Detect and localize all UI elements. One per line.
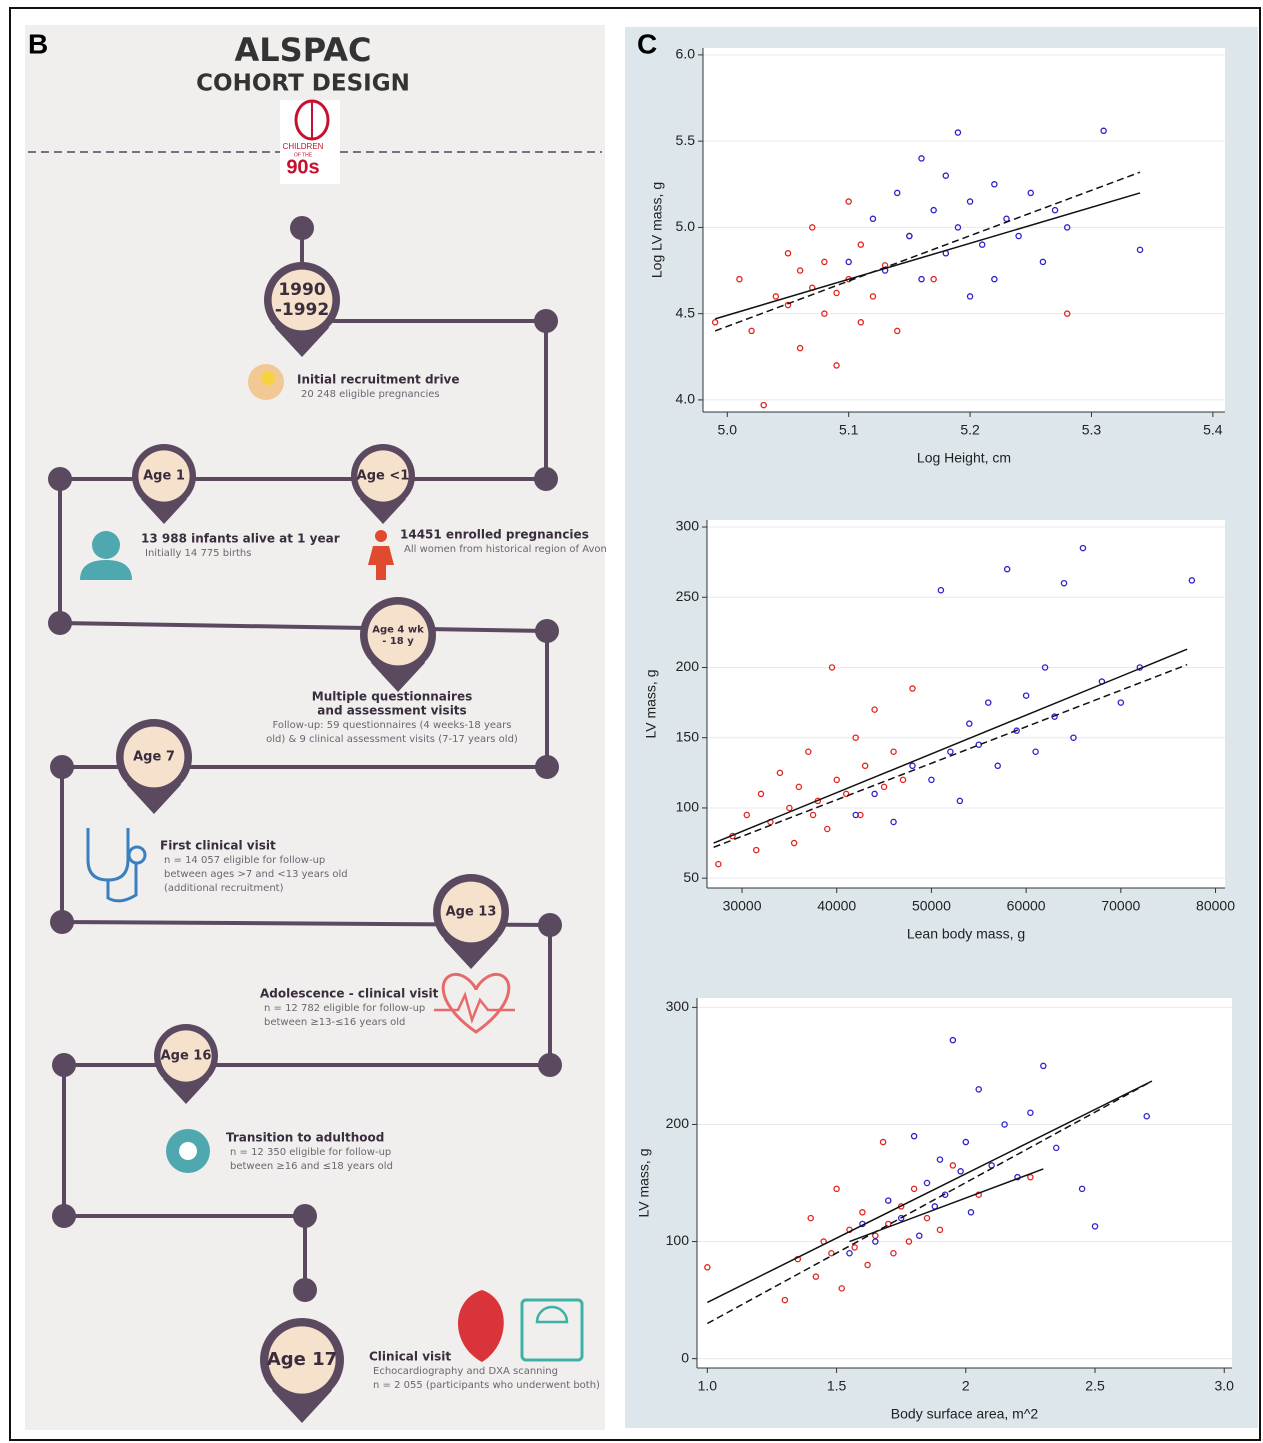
- y-tick-label: 100: [666, 1232, 690, 1248]
- x-axis-label: Log Height, cm: [917, 450, 1011, 466]
- infographic-title: ALSPAC: [235, 31, 372, 69]
- stage-detail: Follow-up: 59 questionnaires (4 weeks-18…: [273, 720, 512, 731]
- logo-text: 90s: [286, 156, 319, 178]
- x-tick-label: 5.0: [718, 422, 738, 438]
- stage-heading: Clinical visit: [369, 1350, 451, 1364]
- y-tick-label: 200: [676, 658, 700, 674]
- stage-heading: 14451 enrolled pregnancies: [400, 528, 589, 542]
- stage-detail: between ≥13-≤16 years old: [264, 1017, 405, 1028]
- x-tick-label: 5.4: [1203, 422, 1223, 438]
- x-tick-label: 1.0: [698, 1378, 718, 1394]
- stage-detail: n = 12 782 eligible for follow-up: [264, 1003, 425, 1014]
- stage-detail: n = 14 057 eligible for follow-up: [164, 855, 325, 866]
- x-tick-label: 60000: [1007, 898, 1046, 914]
- pin-label: Age 4 wk: [372, 624, 424, 635]
- x-tick-label: 30000: [723, 898, 762, 914]
- y-axis-label: Log LV mass, g: [649, 182, 665, 278]
- logo-text: CHILDREN: [283, 142, 324, 151]
- x-tick-label: 5.1: [839, 422, 859, 438]
- x-tick-label: 2.5: [1085, 1378, 1105, 1394]
- stage-heading: Transition to adulthood: [226, 1131, 384, 1145]
- x-tick-label: 1.5: [827, 1378, 847, 1394]
- pin-label: -1992: [275, 300, 329, 320]
- y-tick-label: 4.5: [676, 304, 696, 320]
- panel-label: C: [637, 28, 657, 59]
- pin-label: Age <1: [357, 469, 410, 484]
- stage-detail: n = 2 055 (participants who underwent bo…: [373, 1380, 600, 1391]
- stage-detail: All women from historical region of Avon: [404, 544, 607, 555]
- y-tick-label: 100: [676, 799, 700, 815]
- pin-label: Age 13: [446, 905, 497, 920]
- stage-heading: Multiple questionnaires: [312, 690, 472, 704]
- y-tick-label: 6.0: [676, 46, 696, 62]
- plot-area: [697, 998, 1232, 1368]
- stage-detail: between ≥16 and ≤18 years old: [230, 1161, 393, 1172]
- y-tick-label: 50: [683, 869, 699, 885]
- infographic-subtitle: COHORT DESIGN: [196, 71, 410, 97]
- pin-label: Age 16: [161, 1049, 212, 1064]
- y-tick-label: 300: [676, 518, 700, 534]
- pin-label: - 18 y: [382, 636, 414, 647]
- figure: B C ALSPAC COHORT DESIGN CHILDREN OF THE…: [0, 0, 1263, 1443]
- x-tick-label: 5.2: [960, 422, 980, 438]
- stage-heading: Adolescence - clinical visit: [260, 987, 439, 1001]
- stage-heading: First clinical visit: [160, 839, 276, 853]
- y-tick-label: 5.0: [676, 218, 696, 234]
- stage-detail: Initially 14 775 births: [145, 548, 251, 559]
- panel-label: B: [28, 28, 48, 59]
- stage-heading: 13 988 infants alive at 1 year: [141, 532, 340, 546]
- x-tick-label: 50000: [912, 898, 951, 914]
- pin-label: Age 1: [143, 469, 185, 484]
- pin-label: 1990: [278, 280, 325, 300]
- stage-detail: 20 248 eligible pregnancies: [301, 389, 440, 400]
- stage-detail: between ages >7 and <13 years old: [164, 869, 348, 880]
- x-tick-label: 80000: [1196, 898, 1235, 914]
- stage-detail: (additional recruitment): [164, 883, 284, 894]
- stage-heading: Initial recruitment drive: [297, 373, 460, 387]
- x-tick-label: 5.3: [1082, 422, 1102, 438]
- y-tick-label: 250: [676, 588, 700, 604]
- x-axis-label: Lean body mass, g: [907, 926, 1025, 942]
- x-tick-label: 3.0: [1215, 1378, 1235, 1394]
- x-tick-label: 40000: [817, 898, 856, 914]
- y-tick-label: 200: [666, 1115, 690, 1131]
- stage-detail: Echocardiography and DXA scanning: [373, 1366, 558, 1377]
- y-tick-label: 5.5: [676, 132, 696, 148]
- x-axis-label: Body surface area, m^2: [891, 1406, 1039, 1422]
- y-tick-label: 300: [666, 998, 690, 1014]
- y-tick-label: 4.0: [676, 391, 696, 407]
- x-tick-label: 70000: [1101, 898, 1140, 914]
- plot-area: [707, 520, 1225, 888]
- stage-detail: old) & 9 clinical assessment visits (7-1…: [266, 734, 518, 745]
- y-tick-label: 0: [681, 1349, 689, 1365]
- pin-label: Age 7: [133, 750, 175, 765]
- plot-area: [703, 48, 1225, 412]
- stage-heading: and assessment visits: [317, 704, 466, 718]
- stage-detail: n = 12 350 eligible for follow-up: [230, 1147, 391, 1158]
- y-axis-label: LV mass, g: [643, 670, 659, 739]
- x-tick-label: 2: [962, 1378, 970, 1394]
- y-tick-label: 150: [676, 728, 700, 744]
- y-axis-label: LV mass, g: [636, 1149, 652, 1218]
- pin-label: Age 17: [267, 1349, 337, 1370]
